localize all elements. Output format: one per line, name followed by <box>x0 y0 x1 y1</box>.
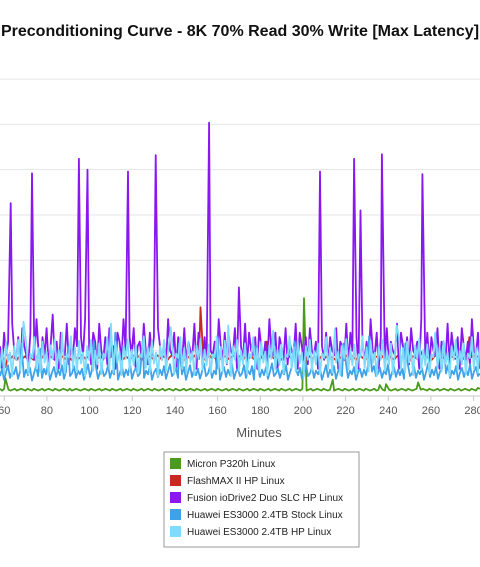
x-tick-label: 200 <box>294 405 312 417</box>
x-tick-label: 80 <box>41 405 53 417</box>
x-tick-label: 180 <box>251 405 269 417</box>
legend-label: Fusion ioDrive2 Duo SLC HP Linux <box>187 493 343 504</box>
legend-items: Micron P320h Linux FlashMAX II HP Linux Fu… <box>170 458 343 538</box>
series-line-3 <box>0 331 480 382</box>
x-axis-label: Minutes <box>236 425 282 440</box>
series-line-4 <box>0 320 480 377</box>
x-tick-label: 140 <box>166 405 184 417</box>
series-line-0 <box>0 297 480 392</box>
legend-swatch <box>170 526 181 537</box>
legend-label: Micron P320h Linux <box>187 459 275 470</box>
plot-area <box>0 121 480 392</box>
x-tick-label: 120 <box>123 405 141 417</box>
x-tick-label: 100 <box>80 405 98 417</box>
legend-label: FlashMAX II HP Linux <box>187 476 285 487</box>
x-tick-label: 240 <box>379 405 397 417</box>
legend-swatch <box>170 509 181 520</box>
series-line-2 <box>0 121 480 370</box>
x-tick-label: 160 <box>208 405 226 417</box>
legend-label: Huawei ES3000 2.4TB HP Linux <box>187 527 331 538</box>
legend-swatch <box>170 475 181 486</box>
x-tick-label: 220 <box>336 405 354 417</box>
legend-swatch <box>170 492 181 503</box>
chart-title: Preconditioning Curve - 8K 70% Read 30% … <box>1 23 479 40</box>
legend: Micron P320h Linux FlashMAX II HP Linux Fu… <box>163 451 360 548</box>
x-axis-ticks: 60 80 100 120 140 160 180 200 220 240 260 280 <box>0 396 480 417</box>
x-tick-label: 280 <box>464 405 480 417</box>
legend-box <box>163 451 360 548</box>
x-tick-label: 60 <box>0 405 10 417</box>
x-tick-label: 260 <box>422 405 440 417</box>
legend-swatch <box>170 458 181 469</box>
legend-label: Huawei ES3000 2.4TB Stock Linux <box>187 510 343 521</box>
